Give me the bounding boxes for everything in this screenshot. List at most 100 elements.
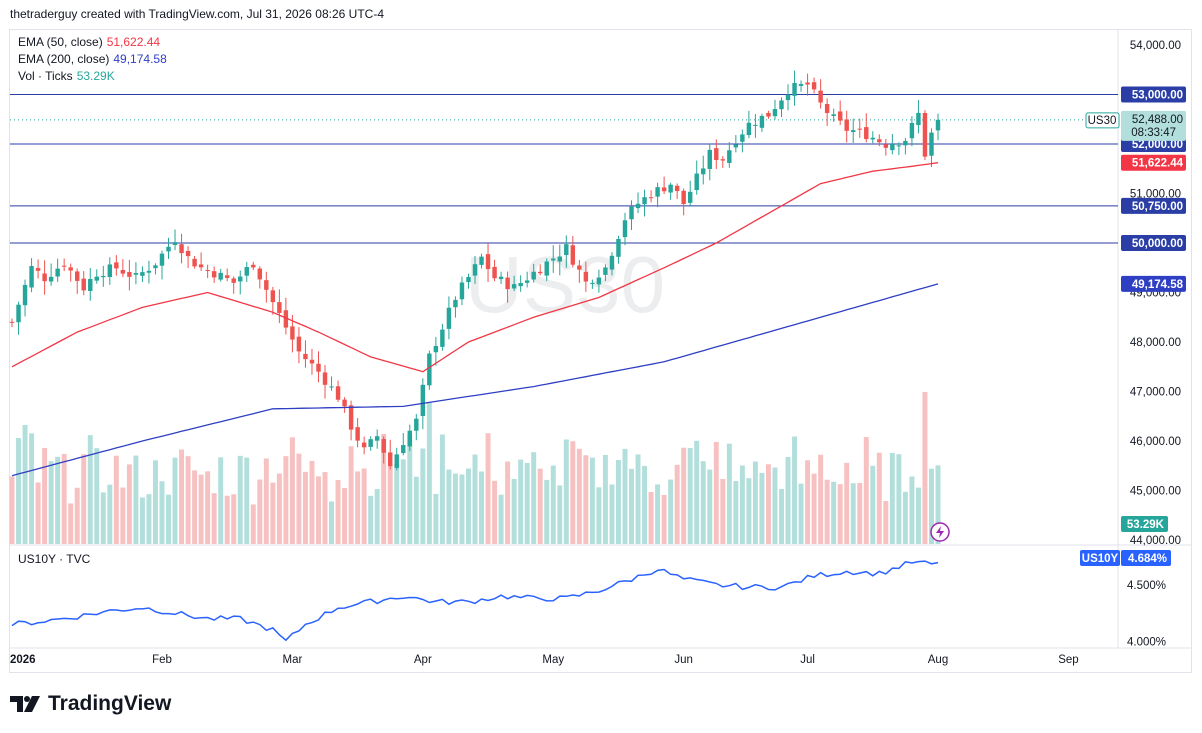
time-axis-label: Jun xyxy=(674,654,693,666)
volume-bar xyxy=(159,481,165,544)
volume-bar xyxy=(492,480,498,544)
volume-bar xyxy=(824,479,830,544)
legend-us10y-label: US10Y · TVC xyxy=(18,552,91,566)
legend-us10y[interactable]: US10Y · TVC xyxy=(18,552,90,566)
volume-bar xyxy=(805,460,811,544)
candle-body xyxy=(224,275,230,278)
candle-body xyxy=(818,90,823,103)
volume-bar xyxy=(205,471,211,544)
volume-bar xyxy=(224,495,230,544)
volume-bar xyxy=(726,443,732,544)
candle-body xyxy=(74,271,80,281)
yield-value-label: 4.684% xyxy=(1128,553,1167,565)
volume-bar xyxy=(185,456,191,544)
candle-body xyxy=(172,242,178,246)
candle-body xyxy=(785,94,791,101)
volume-bar xyxy=(785,457,791,544)
candle-body xyxy=(870,137,876,140)
volume-bar xyxy=(250,504,256,544)
candle-body xyxy=(368,439,373,447)
candle-body xyxy=(903,140,908,146)
tradingview-logo[interactable]: TradingView xyxy=(10,692,171,716)
volume-bar xyxy=(283,456,289,544)
volume-bar xyxy=(322,472,328,544)
candle-body xyxy=(479,256,484,265)
volume-bar xyxy=(152,460,158,544)
candle-body xyxy=(935,119,941,131)
candle-body xyxy=(798,84,804,86)
volume-bar xyxy=(29,433,35,544)
candle-body xyxy=(609,255,615,270)
candle-body xyxy=(701,168,706,175)
candle-body xyxy=(55,268,60,277)
volume-bar xyxy=(355,471,361,544)
level-price-tag: 50,000.00 xyxy=(1121,235,1186,251)
candle-body xyxy=(661,187,667,192)
volume-bar xyxy=(211,493,217,544)
chart-attribution: thetraderguy created with TradingView.co… xyxy=(10,7,384,21)
volume-bar xyxy=(407,434,413,544)
volume-bar xyxy=(270,482,276,544)
volume-bar xyxy=(413,476,419,544)
volume-bar xyxy=(772,467,778,544)
volume-bar xyxy=(811,473,817,544)
volume-tag-label: 53.29K xyxy=(1127,519,1165,531)
candle-body xyxy=(16,304,21,323)
candle-body xyxy=(622,220,628,238)
price-tick-label: 44,000.00 xyxy=(1130,535,1181,547)
candle-body xyxy=(896,145,902,147)
time-axis-label: Apr xyxy=(414,654,432,666)
candle-body xyxy=(472,264,478,276)
volume-bar xyxy=(316,476,321,544)
yield-tick-label: 4.000% xyxy=(1127,636,1166,648)
candle-body xyxy=(264,280,269,290)
volume-bar xyxy=(257,479,263,544)
candle-body xyxy=(635,203,641,209)
volume-bar xyxy=(544,479,550,544)
candle-body xyxy=(603,267,608,275)
candle-body xyxy=(857,128,862,130)
candle-body xyxy=(107,264,113,278)
volume-bar xyxy=(296,453,302,544)
volume-bar xyxy=(263,458,269,544)
legend-ema200[interactable]: EMA (200, close) 49,174.58 xyxy=(18,52,167,66)
candle-body xyxy=(544,261,549,276)
candle-body xyxy=(185,250,191,257)
ema50-line xyxy=(11,162,939,373)
candle-body xyxy=(518,283,523,287)
volume-bar xyxy=(818,454,824,544)
volume-bar xyxy=(635,454,641,544)
candle-body xyxy=(146,270,152,273)
candle-body xyxy=(290,326,295,340)
volume-bar xyxy=(302,471,308,544)
volume-bar xyxy=(374,489,380,544)
price-tick-label: 51,000.00 xyxy=(1130,189,1181,201)
candle-body xyxy=(733,144,739,148)
candle-body xyxy=(446,307,452,329)
price-tag-bg xyxy=(1121,86,1186,103)
yield-symbol-bg xyxy=(1080,550,1120,566)
volume-bar xyxy=(615,460,621,544)
volume-bar xyxy=(172,457,178,544)
candle-body xyxy=(153,265,158,269)
volume-bar xyxy=(237,455,243,544)
volume-bar xyxy=(459,474,465,544)
candle-body xyxy=(714,148,719,160)
yield-tag: US10Y 4.684% xyxy=(1080,550,1171,566)
volume-bar xyxy=(35,482,41,544)
candle-body xyxy=(909,122,915,139)
candle-body xyxy=(296,336,302,352)
volume-bar xyxy=(589,457,595,544)
candle-body xyxy=(198,264,204,268)
candle-body xyxy=(205,270,210,272)
legend-ema50[interactable]: EMA (50, close) 51,622.44 xyxy=(18,35,160,49)
volume-bar xyxy=(329,501,335,544)
volume-bar xyxy=(844,462,850,544)
legend-volume[interactable]: Vol · Ticks 53.29K xyxy=(18,69,115,83)
volume-bar xyxy=(622,448,628,544)
candle-body xyxy=(466,277,471,283)
yield-symbol-label: US10Y xyxy=(1082,553,1119,565)
candle-body xyxy=(401,445,406,454)
